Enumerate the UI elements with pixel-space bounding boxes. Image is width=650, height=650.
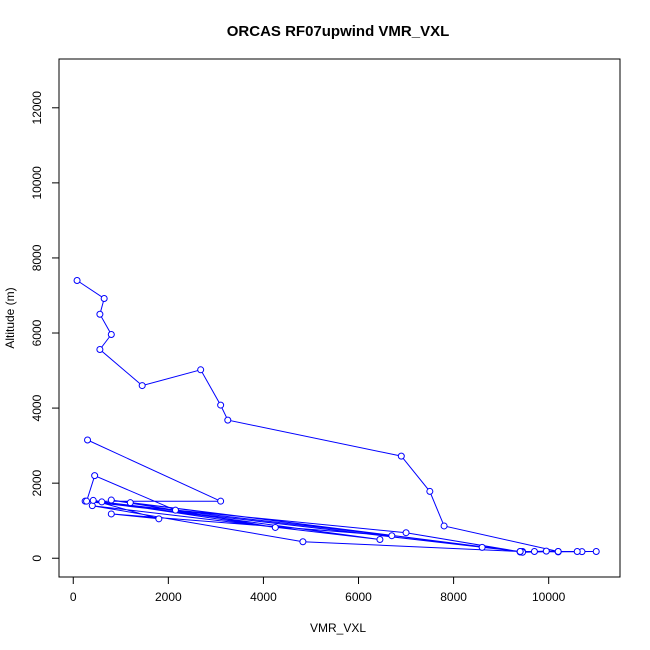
data-point: [530, 547, 538, 555]
data-point: [155, 515, 163, 523]
data-point: [426, 487, 434, 495]
series-line: [76, 280, 597, 553]
data-point: [271, 523, 279, 531]
data-point: [542, 547, 550, 555]
data-point: [224, 416, 232, 424]
x-tick-label: 0: [70, 590, 77, 604]
data-point: [573, 547, 581, 555]
series-1: [73, 276, 600, 556]
data-point: [171, 506, 179, 514]
x-tick-label: 2000: [155, 590, 182, 604]
y-axis-label: Altitude (m): [3, 287, 17, 348]
plot-frame: [58, 58, 621, 578]
y-axis: 0 2000 4000 6000 8000 10000 12000: [30, 91, 60, 562]
data-point: [440, 522, 448, 530]
data-point: [83, 497, 91, 505]
y-tick-label: 2000: [30, 469, 44, 496]
data-point: [91, 472, 99, 480]
x-tick-label: 6000: [345, 590, 372, 604]
data-point: [96, 346, 104, 354]
x-tick-label: 10000: [532, 590, 566, 604]
y-tick-label: 12000: [30, 91, 44, 125]
data-point: [217, 497, 225, 505]
data-point: [197, 366, 205, 374]
data-point: [516, 547, 524, 555]
x-tick-label: 8000: [440, 590, 467, 604]
data-point: [554, 547, 562, 555]
y-tick-label: 8000: [30, 244, 44, 271]
data-point: [299, 538, 307, 546]
data-point: [126, 499, 134, 507]
data-point: [73, 276, 81, 284]
y-tick-label: 0: [30, 555, 44, 562]
data-point: [397, 452, 405, 460]
data-point: [592, 547, 600, 555]
data-point: [96, 310, 104, 318]
y-tick-label: 4000: [30, 394, 44, 421]
data-point: [402, 529, 410, 537]
y-tick-label: 10000: [30, 166, 44, 200]
data-point: [98, 498, 106, 506]
data-point: [388, 532, 396, 540]
data-point: [100, 294, 108, 302]
data-point: [107, 331, 115, 339]
x-axis: 0 2000 4000 6000 8000 10000: [70, 576, 566, 604]
x-tick-label: 4000: [250, 590, 277, 604]
data-point: [138, 382, 146, 390]
y-tick-label: 6000: [30, 319, 44, 346]
data-point: [478, 543, 486, 551]
data-point: [107, 496, 115, 504]
data-point: [376, 535, 384, 543]
data-point: [84, 436, 92, 444]
data-point: [89, 496, 97, 504]
data-point: [217, 401, 225, 409]
x-axis-label: VMR_VXL: [310, 621, 366, 635]
data-point: [107, 510, 115, 518]
chart-title: ORCAS RF07upwind VMR_VXL: [227, 23, 450, 40]
